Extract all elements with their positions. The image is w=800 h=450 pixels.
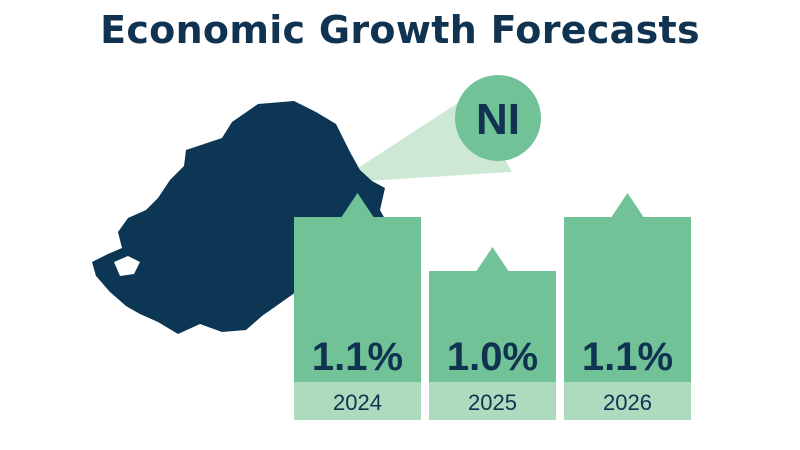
page-title: Economic Growth Forecasts	[100, 8, 700, 52]
bar-2025	[429, 247, 556, 382]
bar-group: 1.1% 2024 1.0% 2025 1.1% 2026	[294, 193, 691, 420]
bar-2026	[564, 193, 691, 382]
value-label-2024: 1.1%	[312, 335, 403, 379]
category-label-2026: 2026	[603, 390, 652, 415]
category-label-2024: 2024	[333, 390, 382, 415]
bar-base-2025	[429, 382, 556, 420]
region-circle	[455, 75, 541, 161]
category-label-2025: 2025	[468, 390, 517, 415]
value-label-2026: 1.1%	[582, 335, 673, 379]
bar-base-2026	[564, 382, 691, 420]
lough-neagh	[114, 256, 140, 276]
bar-base-2024	[294, 382, 421, 420]
bar-2024	[294, 193, 421, 382]
value-label-2025: 1.0%	[447, 335, 538, 379]
region-label: NI	[476, 95, 520, 144]
